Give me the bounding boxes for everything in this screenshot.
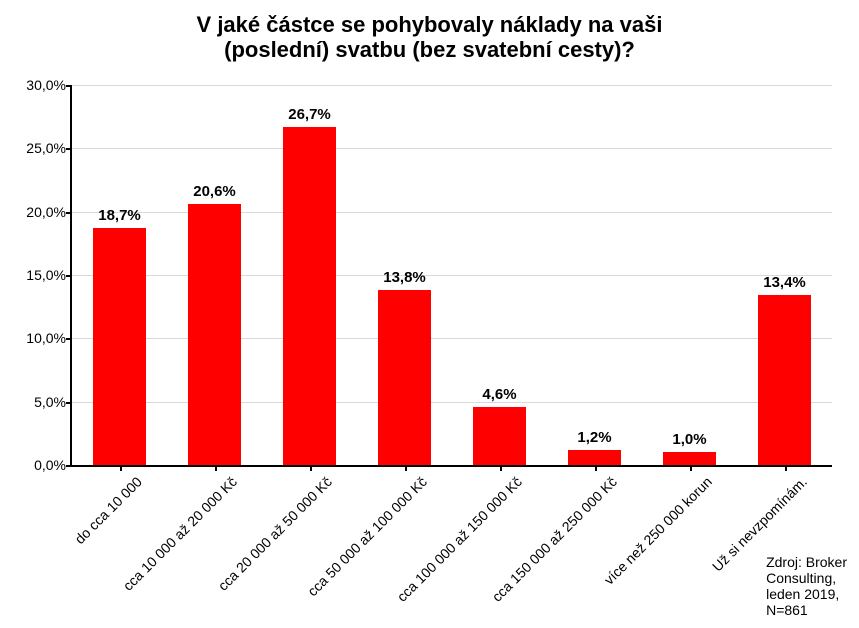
bar-value-label: 1,0% xyxy=(672,431,706,448)
y-tick-label: 5,0% xyxy=(34,394,66,410)
bar: 13,4% xyxy=(758,295,810,465)
bar-value-label: 18,7% xyxy=(98,207,141,224)
bar-value-label: 26,7% xyxy=(288,106,331,123)
source-line4: N=861 xyxy=(766,602,808,618)
bar: 1,0% xyxy=(663,452,715,465)
bar: 1,2% xyxy=(568,450,620,465)
y-tick-label: 20,0% xyxy=(26,204,66,220)
plot-area: 0,0%5,0%10,0%15,0%20,0%25,0%30,0%18,7%do… xyxy=(70,85,832,467)
y-tick-label: 0,0% xyxy=(34,457,66,473)
chart-title: V jaké částce se pohybovaly náklady na v… xyxy=(0,12,859,63)
gridline xyxy=(72,212,832,213)
source-line2: Consulting, xyxy=(766,570,836,586)
y-tick-mark xyxy=(66,338,72,340)
y-tick-label: 10,0% xyxy=(26,330,66,346)
y-tick-mark xyxy=(66,275,72,277)
bar-value-label: 13,8% xyxy=(383,269,426,286)
gridline xyxy=(72,402,832,403)
gridline xyxy=(72,148,832,149)
bar: 13,8% xyxy=(378,290,430,465)
bar: 4,6% xyxy=(473,407,525,465)
chart-title-line1: V jaké částce se pohybovaly náklady na v… xyxy=(197,12,663,37)
gridline xyxy=(72,275,832,276)
bar: 26,7% xyxy=(283,127,335,465)
chart-title-line2: (poslední) svatbu (bez svatební cesty)? xyxy=(224,37,635,62)
bar-value-label: 4,6% xyxy=(482,386,516,403)
y-tick-mark xyxy=(66,148,72,150)
bar: 20,6% xyxy=(188,204,240,465)
y-tick-mark xyxy=(66,465,72,467)
y-tick-mark xyxy=(66,402,72,404)
y-tick-mark xyxy=(66,212,72,214)
bar-value-label: 1,2% xyxy=(577,429,611,446)
gridline xyxy=(72,85,832,86)
y-tick-label: 25,0% xyxy=(26,140,66,156)
source-line1: Zdroj: Broker xyxy=(766,554,847,570)
y-tick-label: 15,0% xyxy=(26,267,66,283)
y-tick-mark xyxy=(66,85,72,87)
source-line3: leden 2019, xyxy=(766,586,839,602)
gridline xyxy=(72,338,832,339)
source-note: Zdroj: Broker Consulting, leden 2019, N=… xyxy=(766,554,847,618)
chart-container: V jaké částce se pohybovaly náklady na v… xyxy=(0,0,859,628)
y-tick-label: 30,0% xyxy=(26,77,66,93)
bar-value-label: 13,4% xyxy=(763,274,806,291)
x-tick-label: do cca 10 000 xyxy=(64,465,146,547)
bar: 18,7% xyxy=(93,228,145,465)
bar-value-label: 20,6% xyxy=(193,183,236,200)
